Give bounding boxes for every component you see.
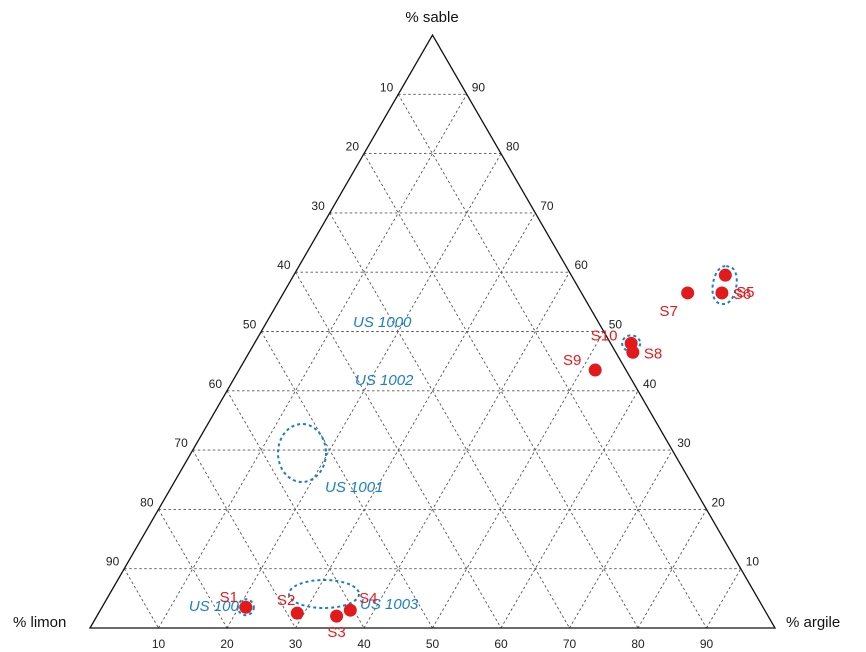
- tick-label-left-90: 90: [106, 555, 120, 569]
- group-label-us-1001: US 1001: [325, 479, 383, 496]
- vertex-label-limon: % limon: [13, 614, 66, 631]
- data-point-s6: [715, 286, 729, 300]
- data-point-s1: [239, 600, 253, 614]
- vertex-label-sable: % sable: [405, 9, 458, 26]
- group-ellipse-us-1002: [711, 265, 738, 306]
- grid-line-limon-30: [329, 212, 570, 629]
- point-label-s8: S8: [644, 345, 662, 362]
- tick-label-right-30: 30: [677, 436, 691, 450]
- tick-label-bottom-50: 50: [426, 637, 440, 651]
- grid-line-limon-40: [295, 271, 502, 629]
- point-label-s3: S3: [327, 624, 345, 641]
- group-label-us-1002: US 1002: [355, 372, 414, 389]
- tick-label-bottom-40: 40: [357, 637, 371, 651]
- tick-label-left-60: 60: [209, 377, 223, 391]
- ternary-frame: [88, 33, 777, 629]
- grid-line-limon-70: [192, 449, 296, 629]
- tick-label-right-70: 70: [540, 199, 554, 213]
- tick-label-left-70: 70: [174, 436, 188, 450]
- group-label-us-1003: US 1003: [360, 596, 419, 613]
- point-label-s9: S9: [563, 352, 581, 369]
- group-ellipses: US 1000 US 1002 US 1001 US 1004 US 1003: [189, 265, 738, 617]
- grid-line-limon-90: [123, 568, 159, 629]
- grid-line-limon-20: [363, 153, 639, 629]
- tick-label-right-10: 10: [746, 555, 760, 569]
- tick-label-right-60: 60: [575, 258, 589, 272]
- group-label-us-1004: US 1004: [189, 598, 247, 615]
- tick-label-bottom-80: 80: [631, 637, 645, 651]
- vertex-label-argile: % argile: [786, 614, 840, 631]
- data-point-s3: [330, 609, 344, 623]
- data-point-s4: [343, 603, 357, 617]
- tick-label-right-80: 80: [506, 140, 520, 154]
- data-point-s10: [624, 336, 638, 350]
- tick-labels: 90 10 10 80 20 20 70 30 30 60 40 40 50 50 50 40 60 60 30 70…: [106, 80, 760, 651]
- group-ellipse-us-1001: [277, 423, 327, 483]
- point-label-s1: S1: [220, 589, 238, 606]
- grid-line-argile-30: [295, 212, 536, 629]
- grid-line-argile-50: [432, 331, 605, 629]
- tick-label-right-20: 20: [712, 495, 726, 509]
- group-label-us-1000: US 1000: [353, 314, 412, 331]
- point-label-s4: S4: [359, 590, 377, 607]
- tick-label-left-40: 40: [277, 258, 291, 272]
- tick-label-bottom-90: 90: [700, 637, 714, 651]
- grid-line-limon-60: [226, 390, 365, 629]
- point-label-s2: S2: [277, 592, 295, 609]
- data-point-s5: [718, 268, 732, 282]
- grid-line-argile-70: [569, 449, 673, 629]
- tick-label-bottom-20: 20: [220, 637, 234, 651]
- tick-label-bottom-10: 10: [152, 637, 166, 651]
- point-label-s10: S10: [591, 327, 618, 344]
- tick-label-right-40: 40: [643, 377, 657, 391]
- tick-label-right-90: 90: [472, 80, 486, 94]
- data-point-s7: [681, 286, 695, 300]
- data-point-s2: [290, 606, 304, 620]
- tick-label-right-50: 50: [609, 318, 623, 332]
- tick-label-left-80: 80: [140, 495, 154, 509]
- grid-line-argile-90: [706, 568, 742, 629]
- grid-line-argile-20: [226, 153, 502, 629]
- tick-label-bottom-30: 30: [289, 637, 303, 651]
- point-label-s6: S6: [733, 286, 751, 303]
- grid-line-argile-60: [500, 390, 639, 629]
- grid-line-argile-40: [363, 271, 570, 629]
- point-label-s7: S7: [659, 303, 677, 320]
- group-ellipse-us-1003: [288, 579, 360, 609]
- tick-label-bottom-60: 60: [494, 637, 508, 651]
- tick-label-left-20: 20: [346, 140, 360, 154]
- group-ellipse-us-1004: [236, 598, 255, 617]
- data-point-s9: [588, 363, 602, 377]
- tick-label-left-10: 10: [380, 80, 394, 94]
- tick-label-left-50: 50: [243, 318, 257, 332]
- tick-label-left-30: 30: [311, 199, 325, 213]
- point-label-s5: S5: [736, 284, 754, 301]
- grid-line-argile-10: [158, 94, 468, 629]
- grid-line-limon-50: [260, 331, 433, 629]
- grid-lines: [123, 93, 742, 629]
- tick-label-bottom-70: 70: [563, 637, 577, 651]
